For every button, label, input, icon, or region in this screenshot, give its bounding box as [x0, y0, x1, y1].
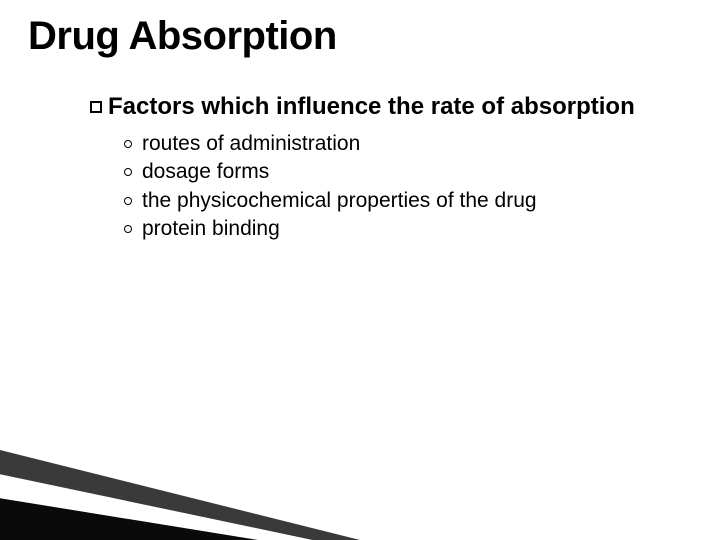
list-item: the physicochemical properties of the dr… — [124, 187, 670, 215]
circle-bullet-icon — [124, 140, 132, 148]
list-item: routes of administration — [124, 130, 670, 158]
list-item: dosage forms — [124, 158, 670, 186]
heading-item: Factors which influence the rate of abso… — [90, 92, 670, 122]
circle-bullet-icon — [124, 168, 132, 176]
list-item-text: dosage forms — [142, 160, 269, 183]
decorative-wedge-icon — [0, 495, 320, 540]
slide: Drug Absorption Factors which influence … — [0, 0, 720, 540]
bullet-list: routes of administration dosage forms th… — [124, 130, 670, 243]
circle-bullet-icon — [124, 225, 132, 233]
list-item-text: routes of administration — [142, 132, 360, 155]
list-item-text: protein binding — [142, 217, 280, 240]
heading-text: Factors which influence the rate of abso… — [108, 93, 635, 120]
square-bullet-icon — [90, 101, 102, 113]
list-item: protein binding — [124, 215, 670, 243]
slide-body: Factors which influence the rate of abso… — [90, 92, 670, 243]
list-item-text: the physicochemical properties of the dr… — [142, 189, 537, 212]
circle-bullet-icon — [124, 197, 132, 205]
slide-title: Drug Absorption — [28, 14, 337, 59]
